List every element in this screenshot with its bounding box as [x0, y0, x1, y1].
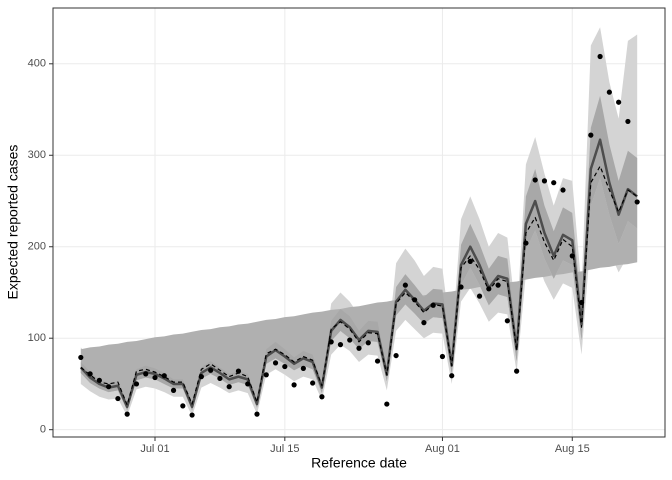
- data-point: [198, 374, 204, 380]
- line: [79, 138, 638, 409]
- data-point: [412, 297, 418, 303]
- data-point: [152, 374, 158, 381]
- x-tick-label: Jul 15: [270, 443, 299, 455]
- data-point: [319, 394, 325, 400]
- data-point: [180, 403, 186, 409]
- data-point: [310, 380, 316, 386]
- x-tick-label: Aug 15: [555, 443, 590, 455]
- data-point: [578, 299, 585, 306]
- data-point: [634, 199, 640, 205]
- data-point: [328, 339, 334, 345]
- x-tick-label: Jul 01: [140, 443, 169, 455]
- data-point: [170, 387, 177, 393]
- data-point: [217, 375, 223, 382]
- data-point: [78, 354, 84, 361]
- data-point: [551, 180, 557, 186]
- data-point: [208, 367, 214, 373]
- data-point: [430, 302, 436, 308]
- data-point: [106, 384, 112, 390]
- data-point: [87, 371, 93, 377]
- x-tick-label: Aug 01: [425, 443, 460, 455]
- data-point: [254, 411, 260, 417]
- data-point: [458, 284, 464, 290]
- panel-border: [52, 7, 666, 438]
- data-point: [282, 363, 288, 370]
- data-point: [226, 384, 232, 390]
- data-point: [495, 282, 501, 288]
- data-point: [597, 53, 603, 60]
- data-point: [514, 368, 520, 374]
- data-point: [402, 282, 408, 288]
- plot-area: [78, 27, 640, 418]
- data-point: [384, 401, 390, 407]
- data-point: [189, 412, 195, 418]
- axes: 0 100 200 300 400 Jul 01 Jul 15 Aug 01 Aug 15: [28, 58, 590, 455]
- data-point: [365, 340, 371, 346]
- data-point: [606, 89, 612, 95]
- data-point: [449, 373, 455, 379]
- data-point: [161, 373, 167, 379]
- y-tick-label: 100: [28, 332, 46, 344]
- y-tick-label: 400: [28, 58, 46, 70]
- data-point: [467, 258, 473, 264]
- data-point: [476, 293, 483, 299]
- data-point: [532, 177, 538, 183]
- data-point: [625, 118, 631, 125]
- data-point: [96, 377, 102, 383]
- data-point: [374, 358, 381, 364]
- data-point: [439, 353, 446, 360]
- data-point: [245, 381, 251, 387]
- data-point: [541, 178, 548, 184]
- data-point: [486, 286, 492, 292]
- data-point: [523, 240, 529, 246]
- data-point: [616, 99, 622, 105]
- data-point: [504, 318, 510, 324]
- data-point: [300, 365, 306, 371]
- data-point: [588, 132, 594, 138]
- ribbon-trend: [80, 178, 638, 411]
- data-point: [235, 368, 242, 374]
- data-point: [143, 371, 149, 377]
- data-point: [263, 372, 269, 378]
- line: [80, 165, 638, 406]
- data-point: [560, 187, 566, 193]
- data-point: [393, 352, 399, 359]
- data-point: [337, 342, 344, 348]
- y-tick-label: 0: [40, 424, 46, 436]
- y-axis-title: Expected reported cases: [5, 145, 21, 300]
- data-point: [291, 382, 297, 388]
- x-axis-title: Reference date: [311, 455, 407, 471]
- data-point: [347, 337, 353, 343]
- y-tick-label: 300: [28, 149, 46, 161]
- data-point: [569, 253, 575, 259]
- data-point: [115, 395, 121, 402]
- data-point: [272, 360, 279, 366]
- data-point: [133, 381, 140, 387]
- data-point: [356, 345, 362, 351]
- y-tick-label: 200: [28, 241, 46, 253]
- data-point: [124, 411, 130, 417]
- data-point: [421, 320, 427, 326]
